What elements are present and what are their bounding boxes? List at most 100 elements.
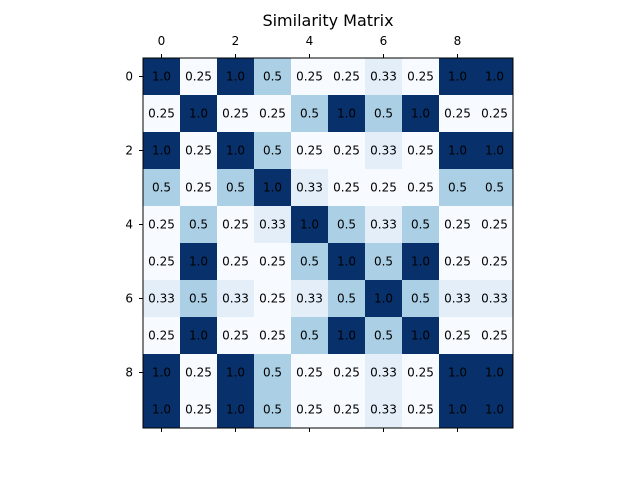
y-tick-label: 4: [125, 218, 133, 232]
heatmap-cell: [476, 169, 514, 207]
cell-value-label: 0.25: [185, 181, 212, 195]
cell-value-label: 0.25: [481, 329, 508, 343]
heatmap-cell: [402, 58, 440, 96]
heatmap-cell: [328, 243, 366, 281]
heatmap-cell: [328, 95, 366, 133]
heatmap-cell: [476, 354, 514, 392]
heatmap-cell: [254, 58, 292, 96]
cell-value-label: 0.25: [407, 181, 434, 195]
heatmap-cell: [476, 391, 514, 429]
heatmap-cell: [254, 391, 292, 429]
heatmap-cells: [143, 58, 514, 429]
heatmap-cell: [180, 169, 218, 207]
heatmap-cell: [476, 95, 514, 133]
cell-value-label: 0.25: [296, 70, 323, 84]
cell-value-label: 0.25: [333, 181, 360, 195]
heatmap-cell: [365, 243, 403, 281]
cell-value-label: 1.0: [263, 181, 282, 195]
cell-value-label: 0.25: [333, 403, 360, 417]
cell-value-label: 0.33: [222, 292, 249, 306]
heatmap-cell: [217, 95, 255, 133]
heatmap-cell: [254, 132, 292, 170]
heatmap-cell: [328, 58, 366, 96]
x-tick-label: 0: [158, 34, 166, 48]
cell-value-label: 1.0: [448, 144, 467, 158]
cell-value-label: 0.33: [444, 292, 471, 306]
cell-value-label: 0.5: [374, 107, 393, 121]
cell-value-label: 0.25: [148, 255, 175, 269]
heatmap-cell: [365, 169, 403, 207]
heatmap-cell: [402, 206, 440, 244]
cell-value-label: 0.25: [333, 70, 360, 84]
plot-frame: [142, 57, 514, 429]
heatmap-cell: [143, 169, 181, 207]
cell-value-label: 0.5: [189, 218, 208, 232]
cell-value-label: 0.25: [407, 403, 434, 417]
cell-value-label: 0.25: [185, 144, 212, 158]
x-tick-label: 4: [306, 34, 314, 48]
cell-value-label: 0.25: [259, 329, 286, 343]
heatmap-cell: [402, 132, 440, 170]
cell-value-label: 0.5: [337, 218, 356, 232]
cell-value-label: 0.33: [148, 292, 175, 306]
heatmap-cell: [217, 132, 255, 170]
heatmap-cell: [439, 243, 477, 281]
cell-value-label: 0.25: [296, 144, 323, 158]
cell-value-label: 1.0: [152, 403, 171, 417]
cell-value-label: 0.5: [263, 403, 282, 417]
cell-value-label: 1.0: [411, 107, 430, 121]
heatmap-cell: [439, 280, 477, 318]
cell-value-label: 0.25: [259, 107, 286, 121]
heatmap-cell: [439, 169, 477, 207]
heatmap-cell: [365, 317, 403, 355]
cell-value-label: 1.0: [485, 70, 504, 84]
heatmap-cell: [143, 280, 181, 318]
cell-value-label: 0.5: [411, 218, 430, 232]
heatmap-cell: [365, 391, 403, 429]
cell-value-label: 1.0: [485, 403, 504, 417]
heatmap-cell: [291, 354, 329, 392]
heatmap-cell: [291, 58, 329, 96]
cell-value-label: 1.0: [337, 107, 356, 121]
heatmap-cell: [291, 391, 329, 429]
heatmap-cell: [402, 169, 440, 207]
cell-value-label: 0.33: [370, 403, 397, 417]
cell-value-label: 0.5: [226, 181, 245, 195]
heatmap-cell: [217, 169, 255, 207]
heatmap-cell: [143, 206, 181, 244]
cell-value-label: 0.33: [481, 292, 508, 306]
cell-value-label: 0.25: [481, 255, 508, 269]
cell-value-label: 0.25: [222, 255, 249, 269]
heatmap-cell: [254, 317, 292, 355]
heatmap-cell: [328, 169, 366, 207]
heatmap-cell: [143, 58, 181, 96]
heatmap-cell: [180, 317, 218, 355]
cell-value-label: 0.5: [189, 292, 208, 306]
cell-value-label: 0.25: [296, 403, 323, 417]
cell-value-label: 0.33: [259, 218, 286, 232]
cell-value-label: 1.0: [448, 403, 467, 417]
cell-value-label: 0.25: [444, 107, 471, 121]
cell-value-label: 1.0: [448, 70, 467, 84]
heatmap-cell: [365, 354, 403, 392]
cell-value-label: 0.25: [444, 329, 471, 343]
cell-value-label: 0.5: [374, 255, 393, 269]
cell-value-label: 1.0: [411, 255, 430, 269]
x-axis-ticks: 0 2 4 6 8: [158, 34, 461, 432]
heatmap-cell: [402, 391, 440, 429]
heatmap-cell: [328, 354, 366, 392]
cell-value-label: 0.5: [300, 107, 319, 121]
cell-value-label: 0.5: [337, 292, 356, 306]
cell-value-label: 0.25: [370, 181, 397, 195]
heatmap-cell: [217, 354, 255, 392]
heatmap-cell: [328, 317, 366, 355]
y-tick-label: 0: [125, 70, 133, 84]
heatmap-cell: [365, 132, 403, 170]
cell-value-label: 0.5: [300, 255, 319, 269]
heatmap-cell: [254, 95, 292, 133]
cell-value-label: 0.33: [370, 218, 397, 232]
heatmap-cell: [365, 95, 403, 133]
cell-value-label: 1.0: [152, 366, 171, 380]
cell-value-label: 0.25: [296, 366, 323, 380]
heatmap-cell: [365, 280, 403, 318]
